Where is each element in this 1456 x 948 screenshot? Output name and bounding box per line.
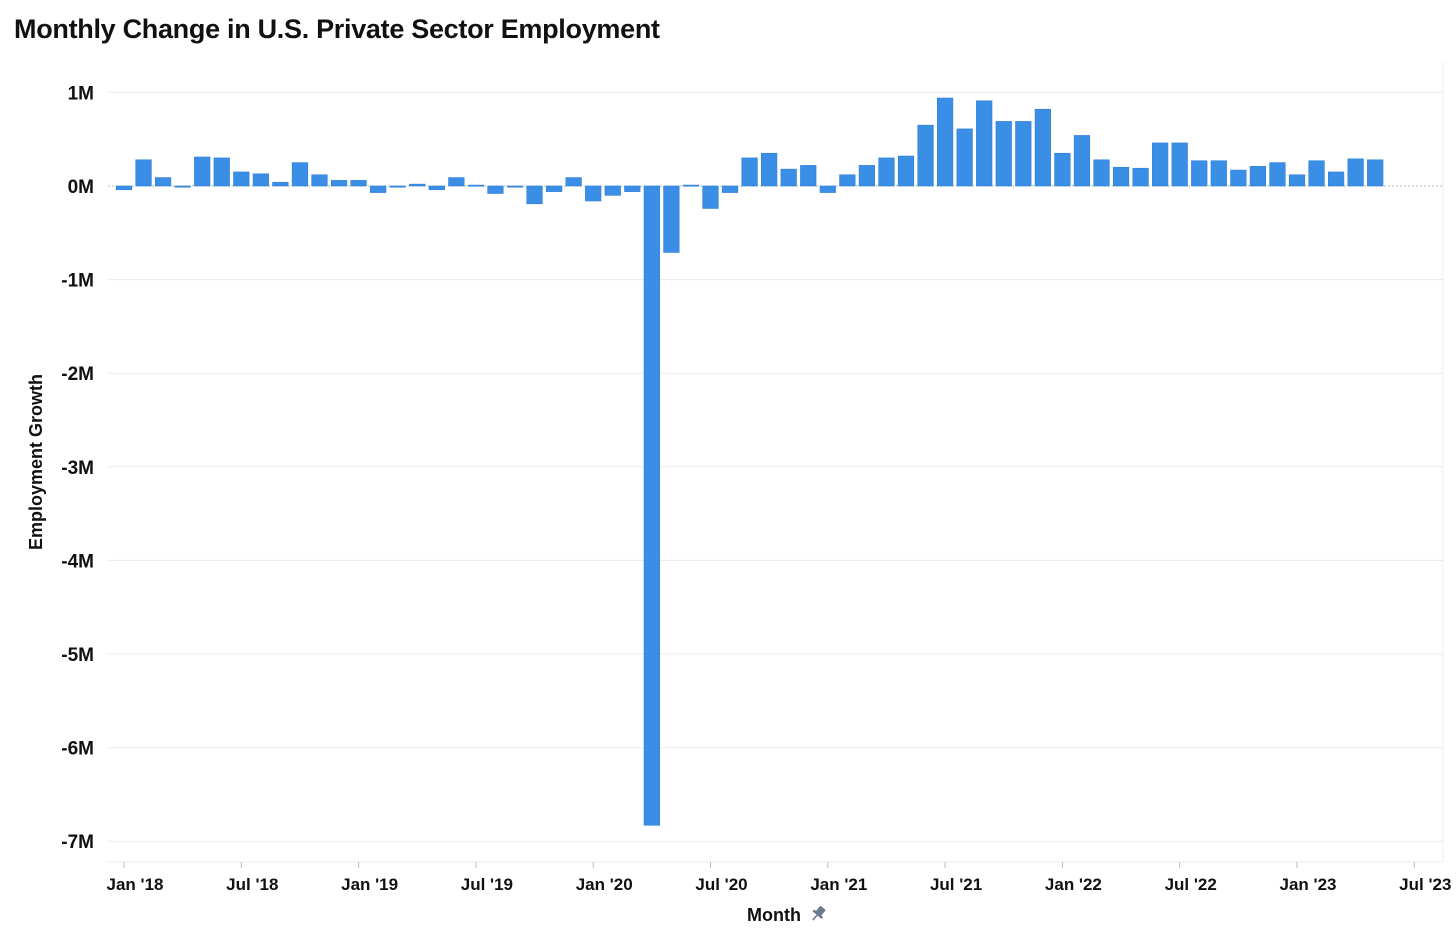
bar[interactable]: 2020-10: 350000 [761,152,778,187]
bar[interactable]: 2020-01: -160000 [585,185,602,202]
bar[interactable]: 2022-01: 350000 [1054,152,1071,187]
bar[interactable]: 2020-12: 220000 [800,165,817,187]
bar[interactable]: 2019-07: 10000 [467,184,485,187]
x-tick-label: Jan '18 [107,875,164,894]
bar[interactable]: 2020-08: -70000 [721,185,739,193]
bar[interactable]: 2023-01: 120000 [1288,174,1306,187]
bars: 2018-01: -400002018-02: 2800002018-03: 9… [115,97,1384,826]
x-tick-label: Jul '22 [1165,875,1217,894]
x-axis: Jan '18 Jul '18 Jan '19 Jul '19 Jan '20 Jul '… [107,862,1451,894]
bar[interactable]: 2022-03: 280000 [1093,159,1110,187]
bar[interactable]: 2021-01: -70000 [819,185,836,193]
bar[interactable]: 2020-09: 300000 [741,157,758,187]
gridlines [108,62,1444,863]
y-tick-label: -1M [61,271,94,292]
bar[interactable]: 2023-05: 280000 [1367,159,1384,187]
bar[interactable]: 2019-01: 60000 [350,180,367,187]
y-tick-label: 0M [68,177,94,198]
bar[interactable]: 2019-05: -40000 [428,185,445,191]
x-tick-label: Jul '23 [1399,875,1451,894]
x-tick-label: Jan '19 [341,875,398,894]
bar[interactable]: 2019-06: 90000 [448,177,465,187]
x-tick-label: Jul '21 [930,875,982,894]
chart-title: Monthly Change in U.S. Private Sector Em… [14,14,660,44]
y-tick-label: -6M [61,739,94,760]
bar[interactable]: 2019-09: -10000 [506,185,524,188]
y-tick-label: -3M [61,458,94,479]
bar[interactable]: 2019-11: -60000 [545,185,563,192]
bar[interactable]: 2018-10: 250000 [291,162,309,187]
bar[interactable]: 2021-09: 910000 [976,100,993,187]
bar[interactable]: 2021-04: 300000 [878,157,895,187]
bar[interactable]: 2021-11: 690000 [1015,121,1032,187]
bar[interactable]: 2022-07: 460000 [1171,142,1188,187]
bar[interactable]: 2018-01: -40000 [115,185,133,191]
bar[interactable]: 2020-03: -60000 [624,185,641,192]
y-tick-label: -7M [61,832,94,853]
bar[interactable]: 2021-03: 220000 [858,165,875,187]
bar[interactable]: 2019-02: -70000 [370,185,387,193]
bar[interactable]: 2022-10: 170000 [1230,169,1247,187]
bar[interactable]: 2021-10: 690000 [995,121,1012,187]
y-tick-label: -2M [61,364,94,385]
y-tick-label: -4M [61,551,94,572]
bar[interactable]: 2018-05: 310000 [194,156,211,187]
bar[interactable]: 2021-05: 320000 [897,155,915,187]
bar[interactable]: 2018-09: 40000 [272,181,289,187]
x-tick-label: Jan '21 [810,875,867,894]
bar[interactable]: 2021-07: 940000 [936,97,954,187]
bar[interactable]: 2018-02: 280000 [135,159,152,187]
y-tick-label: -5M [61,645,94,666]
bar[interactable]: 2022-08: 270000 [1191,160,1208,187]
bar[interactable]: 2018-12: 60000 [330,180,348,187]
bar[interactable]: 2020-11: 180000 [780,168,797,187]
bar[interactable]: 2020-02: -100000 [604,185,621,196]
bar[interactable]: 2020-05: -710000 [663,185,680,253]
x-tick-label: Jul '19 [461,875,513,894]
bar[interactable]: 2022-11: 210000 [1249,166,1266,187]
bar[interactable]: 2018-04: -10000 [174,185,191,188]
bar[interactable]: 2019-03: -10000 [389,185,406,188]
bar[interactable]: 2023-02: 270000 [1308,160,1325,187]
x-tick-label: Jan '23 [1280,875,1337,894]
bar[interactable]: 2018-06: 300000 [213,157,230,187]
bar[interactable]: 2021-08: 610000 [956,128,973,187]
bar[interactable]: 2022-05: 190000 [1132,167,1149,187]
x-tick-label: Jul '18 [226,875,278,894]
y-axis-ticks: 1M 0M -1M -2M -3M -4M -5M -6M -7M [61,83,94,853]
bar[interactable]: 2021-02: 120000 [839,174,856,187]
y-tick-label: 1M [68,83,94,104]
bar[interactable]: 2022-06: 460000 [1152,142,1169,187]
x-tick-label: Jan '20 [576,875,633,894]
bar[interactable]: 2021-12: 820000 [1034,108,1051,187]
bar[interactable]: 2018-11: 120000 [311,174,328,187]
bar[interactable]: 2020-04: -6830000 [643,185,660,826]
x-tick-label: Jan '22 [1045,875,1102,894]
bar[interactable]: 2020-07: -240000 [702,185,719,209]
bar[interactable]: 2019-08: -80000 [487,185,504,194]
bar[interactable]: 2020-06: 10000 [682,184,700,187]
bar[interactable]: 2022-12: 250000 [1269,162,1286,187]
bar[interactable]: 2018-03: 90000 [155,177,172,187]
bar[interactable]: 2019-04: 20000 [409,183,426,187]
bar[interactable]: 2023-04: 290000 [1347,158,1364,187]
bar[interactable]: 2018-08: 130000 [252,173,269,187]
bar[interactable]: 2023-03: 150000 [1328,171,1345,187]
bar[interactable]: 2019-12: 90000 [565,177,582,187]
x-tick-label: Jul '20 [695,875,747,894]
y-axis-title: Employment Growth [26,374,46,550]
bar[interactable]: 2022-09: 270000 [1210,160,1227,187]
bar[interactable]: 2018-07: 150000 [233,171,250,187]
bar[interactable]: 2021-06: 650000 [917,124,934,187]
x-axis-title: Month [747,905,801,925]
bar[interactable]: 2022-04: 200000 [1112,166,1130,187]
pin-icon[interactable] [808,904,827,924]
bar[interactable]: 2022-02: 540000 [1073,135,1091,187]
bar[interactable]: 2019-10: -190000 [526,185,543,205]
